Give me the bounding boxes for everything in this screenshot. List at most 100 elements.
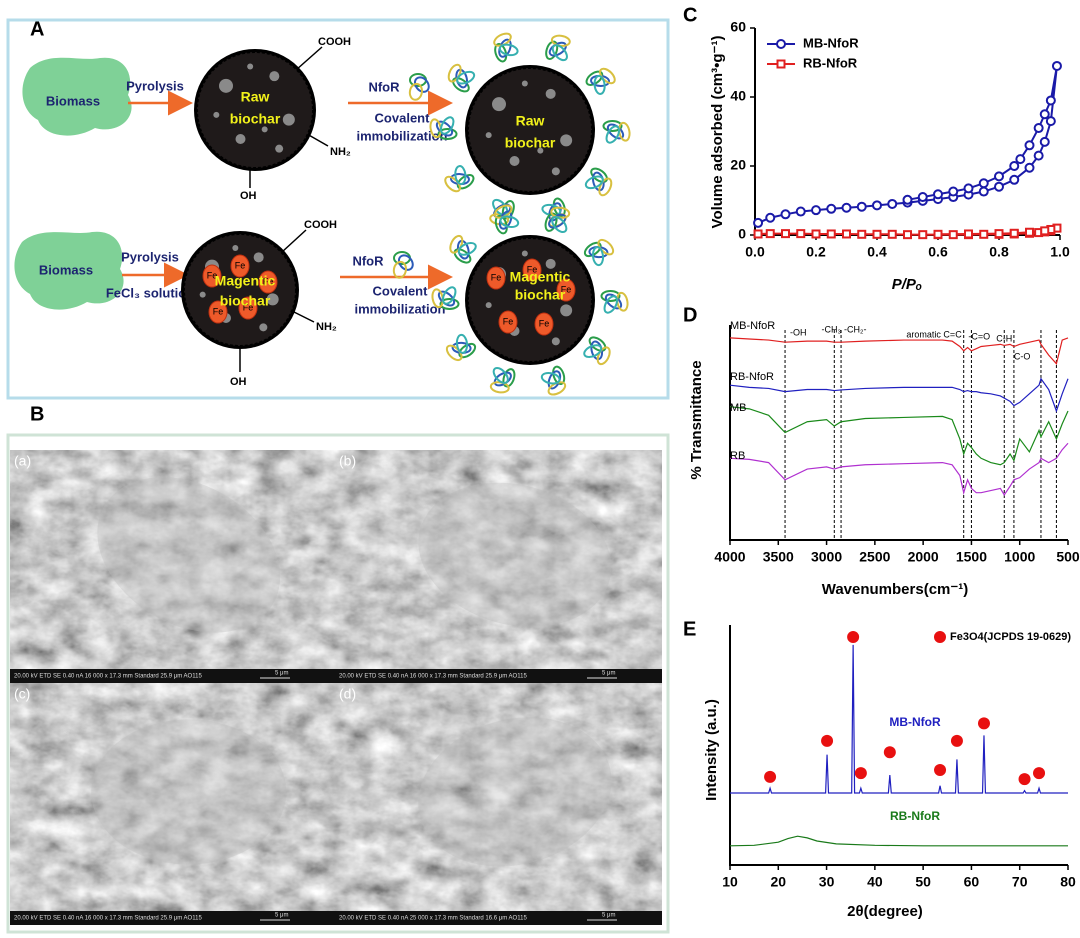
enzyme [457, 242, 477, 256]
point [842, 229, 851, 239]
enzyme [437, 128, 458, 140]
point [764, 770, 777, 783]
point [847, 631, 860, 643]
sem-info-bar [335, 911, 662, 925]
legend-text: Fe3O4(JCPDS 19-0629) [950, 631, 1071, 643]
panel-letter: A [30, 18, 44, 40]
sem-feature [91, 719, 287, 865]
label: COOH [318, 36, 351, 48]
pore [253, 252, 264, 263]
point [1024, 162, 1035, 173]
legend-marker [776, 59, 786, 69]
panel-letter: B [30, 403, 44, 425]
legend-text: MB-NfoR [803, 35, 859, 50]
pore [560, 304, 573, 317]
biochar-label: Magentic [510, 269, 571, 285]
label: Covalent [375, 110, 431, 125]
pore [269, 71, 280, 82]
point [1045, 95, 1056, 106]
y-axis-label: % Transmittance [688, 360, 705, 479]
point [963, 183, 974, 194]
enzyme [492, 366, 509, 384]
pore [259, 323, 268, 332]
x-tick-label: 0.4 [867, 244, 887, 260]
point [811, 205, 821, 216]
biochar [183, 233, 297, 347]
label: NH₂ [316, 321, 337, 333]
enzyme [499, 215, 520, 229]
fe-particle [498, 310, 518, 334]
fe-particle [258, 270, 278, 294]
point [934, 763, 947, 776]
biochar-label: biochar [505, 135, 556, 151]
point [872, 200, 882, 211]
point [994, 229, 1004, 239]
enzyme [605, 125, 621, 144]
point [1018, 773, 1031, 786]
x-tick-label: 0.2 [806, 244, 826, 260]
enzyme [583, 241, 602, 258]
series-label: MB [730, 402, 747, 414]
enzyme-icon [397, 254, 414, 271]
sem-scale: 5 μm [602, 671, 615, 677]
point [977, 717, 990, 730]
x-tick-label: 1500 [956, 549, 987, 565]
annotation: C-O [1014, 351, 1030, 361]
x-tick-label: 0.8 [989, 244, 1009, 260]
enzyme [455, 333, 469, 354]
point [765, 229, 775, 239]
x-tick-label: 30 [819, 874, 835, 890]
enzyme [600, 290, 621, 302]
sem-image [10, 683, 335, 925]
series-line [729, 337, 1069, 365]
sem-label: (a) [14, 453, 31, 469]
x-tick-label: 3500 [763, 549, 794, 565]
enzyme [494, 214, 508, 235]
point [1033, 767, 1046, 780]
y-tick-label: 0 [738, 226, 746, 242]
series-line [730, 644, 1068, 794]
pore [485, 132, 492, 139]
enzyme-icon [392, 260, 407, 279]
sem-info: 20.00 kV ETD SE 0.40 nA 16 000 x 17.3 mm… [339, 674, 527, 680]
y-axis-label: Volume adsorbed (cm³•g⁻¹) [709, 36, 726, 229]
enzyme [498, 43, 519, 57]
sem-info-bar [335, 669, 662, 683]
y-tick-label: 60 [730, 19, 746, 35]
point [1039, 136, 1050, 147]
point [796, 229, 806, 239]
enzyme [441, 286, 457, 305]
fe-particle [556, 278, 576, 302]
enzyme [584, 175, 604, 190]
label: Pyrolysis [121, 249, 179, 264]
y-tick-label: 20 [730, 157, 746, 173]
sem-scale: 5 μm [602, 913, 615, 919]
annotation: C-H [996, 333, 1012, 343]
point [1009, 161, 1020, 171]
x-tick-label: 2500 [859, 549, 890, 565]
label: Covalent [373, 283, 429, 298]
pore [275, 144, 284, 153]
pore [219, 78, 233, 93]
point [1009, 228, 1019, 238]
point [811, 229, 821, 239]
point [857, 229, 867, 239]
pore [521, 250, 528, 257]
fe-particle [486, 266, 506, 290]
x-axis-label: P/Pₒ [892, 276, 923, 293]
pore [235, 134, 246, 144]
enzyme [552, 365, 566, 386]
fe-label: Fe [527, 264, 538, 274]
annotation: -OH [790, 327, 807, 337]
point [887, 198, 898, 209]
point [887, 229, 897, 239]
point [902, 194, 913, 205]
x-tick-label: 70 [1012, 874, 1028, 890]
enzyme [583, 344, 603, 358]
legend-text: RB-NfoR [803, 55, 858, 70]
enzyme [456, 174, 475, 190]
point [753, 229, 763, 239]
point [872, 229, 882, 239]
biochar-label: Raw [516, 113, 545, 129]
label: OH [230, 376, 247, 388]
